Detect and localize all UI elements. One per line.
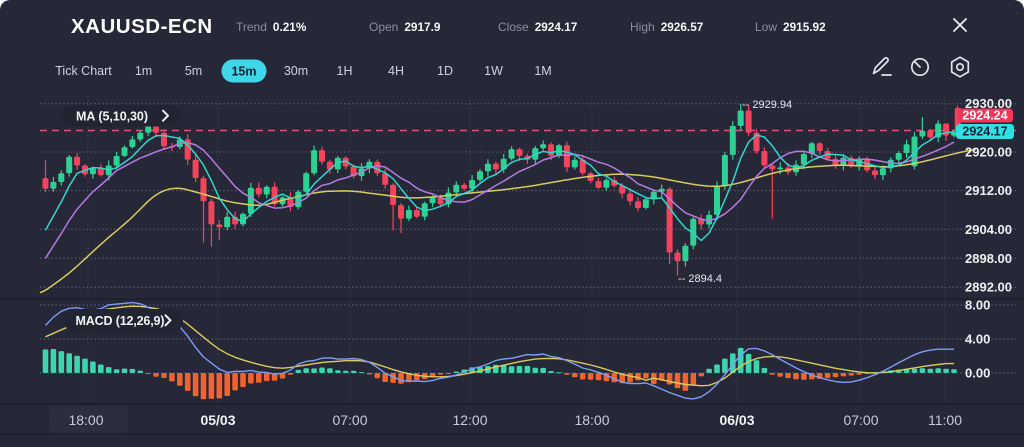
svg-text:2930.00: 2930.00 (965, 96, 1012, 111)
svg-text:2924.17: 2924.17 (962, 125, 1007, 139)
svg-text:2904.00: 2904.00 (965, 222, 1012, 237)
svg-text:07:00: 07:00 (843, 412, 878, 428)
svg-text:MACD (12,26,9): MACD (12,26,9) (76, 314, 165, 328)
svg-text:8.00: 8.00 (965, 298, 990, 313)
svg-text:2924.24: 2924.24 (962, 109, 1007, 123)
svg-text:0.00: 0.00 (965, 366, 990, 381)
svg-text:MA (5,10,30): MA (5,10,30) (76, 109, 148, 123)
svg-text:-- 2929.94: -- 2929.94 (742, 99, 792, 111)
svg-text:11:00: 11:00 (928, 412, 962, 428)
svg-text:18:00: 18:00 (68, 412, 103, 428)
svg-text:2892.00: 2892.00 (965, 280, 1012, 295)
svg-text:2898.00: 2898.00 (965, 251, 1012, 266)
svg-text:4.00: 4.00 (965, 332, 990, 347)
svg-text:2920.00: 2920.00 (965, 145, 1012, 160)
svg-text:07:00: 07:00 (332, 412, 367, 428)
svg-text:06/03: 06/03 (719, 412, 754, 428)
svg-text:05/03: 05/03 (200, 412, 235, 428)
svg-text:12:00: 12:00 (452, 412, 487, 428)
svg-text:2912.00: 2912.00 (965, 183, 1012, 198)
svg-text:18:00: 18:00 (574, 412, 609, 428)
svg-text:-- 2894.4: -- 2894.4 (678, 273, 722, 285)
